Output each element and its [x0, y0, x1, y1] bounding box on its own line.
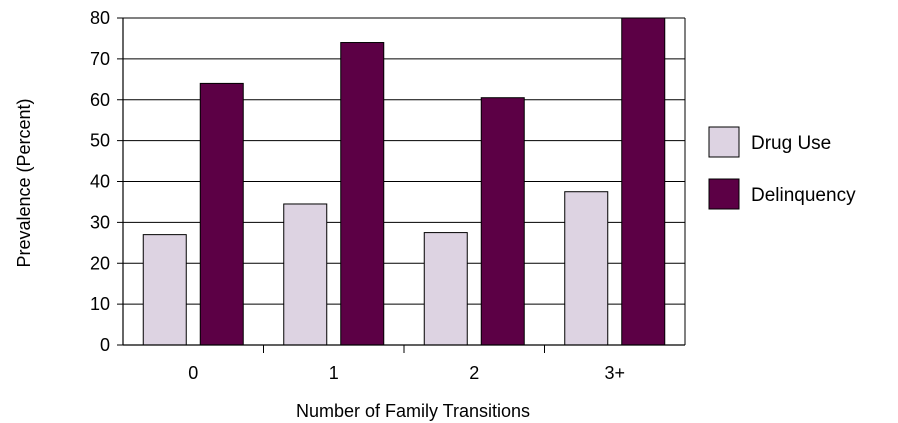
y-tick-label: 70: [90, 49, 110, 69]
axes: 0 10 20 30 40 50 60 70 80 0 1 2 3+: [90, 8, 686, 383]
x-tick-label: 0: [188, 363, 198, 383]
x-axis-title: Number of Family Transitions: [296, 401, 530, 421]
y-tick-label: 80: [90, 8, 110, 28]
legend-label: Delinquency: [751, 185, 856, 206]
bar-delinquency-0: [199, 82, 244, 346]
y-tick-label: 0: [100, 335, 110, 355]
bar-delinquency-3plus: [621, 17, 666, 346]
legend-label: Drug Use: [751, 133, 831, 154]
axis-labels: Number of Family Transitions Prevalence …: [14, 98, 530, 421]
y-axis-title: Prevalence (Percent): [14, 98, 34, 267]
y-tick-label: 60: [90, 90, 110, 110]
y-tick-label: 10: [90, 294, 110, 314]
legend-swatch-drug-use: [708, 126, 740, 158]
x-tick-label: 2: [469, 363, 479, 383]
legend: Drug Use Delinquency: [708, 126, 856, 210]
bars: [142, 17, 666, 346]
bar-drug-use-1: [283, 203, 328, 346]
y-tick-label: 30: [90, 212, 110, 232]
bar-drug-use-3plus: [564, 191, 609, 346]
x-tick-label: 1: [329, 363, 339, 383]
bar-drug-use-2: [423, 232, 468, 346]
x-tick-label: 3+: [604, 363, 625, 383]
y-tick-label: 50: [90, 131, 110, 151]
bar-delinquency-2: [480, 97, 525, 346]
y-tick-label: 40: [90, 172, 110, 192]
legend-swatch-delinquency: [708, 178, 740, 210]
y-tick-label: 20: [90, 253, 110, 273]
bar-delinquency-1: [340, 42, 385, 346]
bar-drug-use-0: [142, 234, 187, 346]
